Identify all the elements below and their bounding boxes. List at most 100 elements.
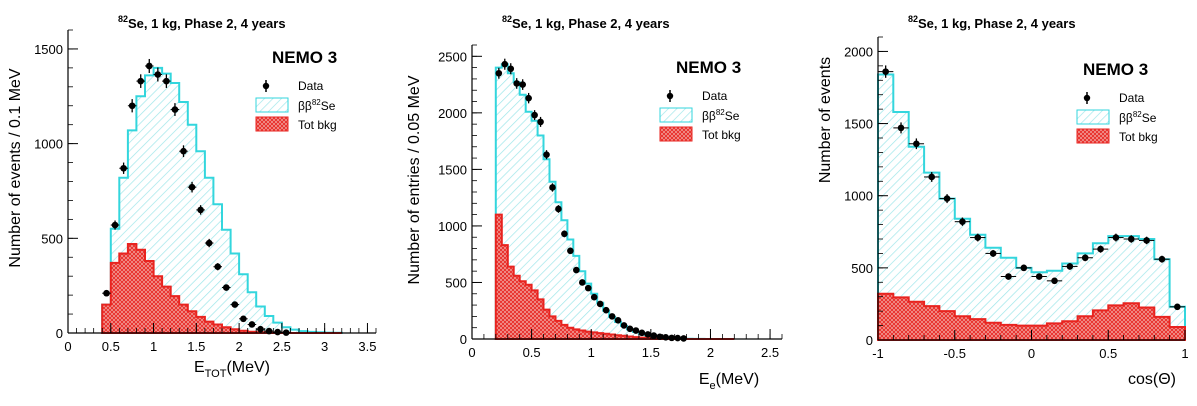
data-marker <box>507 65 515 73</box>
data-marker <box>128 102 136 110</box>
data-point <box>638 329 646 337</box>
data-point <box>230 301 240 308</box>
data-point <box>1031 273 1047 280</box>
y-tick-label: 2000 <box>844 44 873 59</box>
y-tick-label: 1000 <box>438 219 467 234</box>
data-marker <box>274 328 281 336</box>
x-tick-label: 3 <box>321 339 328 354</box>
data-point <box>561 230 568 238</box>
data-marker <box>561 230 568 238</box>
data-point <box>567 247 574 255</box>
data-point <box>1108 233 1124 242</box>
data-marker <box>197 206 204 214</box>
y-tick-label: 0 <box>460 332 467 347</box>
data-marker <box>1174 303 1181 311</box>
data-marker <box>171 106 179 113</box>
data-point <box>1046 277 1063 285</box>
data-marker <box>882 68 889 75</box>
data-point <box>1123 235 1139 243</box>
data-marker <box>1158 255 1166 263</box>
data-point <box>110 220 120 230</box>
y-tick-label: 2000 <box>438 106 467 121</box>
x-tick-label: 3.5 <box>358 339 376 354</box>
data-point <box>656 333 664 341</box>
data-point <box>674 334 681 342</box>
data-marker <box>614 317 622 324</box>
y-tick-label: 500 <box>851 261 873 276</box>
data-point <box>1154 255 1170 263</box>
data-marker <box>662 334 670 341</box>
chart-title: 82Se, 1 kg, Phase 2, 4 years <box>118 14 286 31</box>
legend: Data ββ82Se Tot bkg <box>1076 91 1158 144</box>
data-marker <box>1020 264 1028 272</box>
data-point <box>102 289 111 297</box>
data-point <box>1169 303 1185 311</box>
experiment-label: NEMO 3 <box>676 58 741 77</box>
data-point <box>256 325 265 333</box>
data-point <box>495 67 503 79</box>
x-tick-label: 0 <box>468 345 475 360</box>
legend-data-label: Data <box>298 79 324 93</box>
legend-bkg-label: Tot bkg <box>1119 130 1158 144</box>
data-marker <box>555 205 562 213</box>
data-point <box>668 334 676 342</box>
data-marker <box>578 279 586 286</box>
x-axis-label: Ee(MeV) <box>699 371 759 392</box>
data-point <box>1016 264 1032 272</box>
data-point <box>170 103 180 116</box>
data-point <box>954 217 971 226</box>
y-tick-label: 500 <box>41 231 63 246</box>
data-point <box>939 194 955 204</box>
data-point <box>196 205 205 215</box>
data-marker <box>590 293 598 301</box>
data-marker <box>543 151 550 158</box>
data-marker <box>549 184 556 191</box>
data-point <box>596 300 604 308</box>
data-point <box>602 306 610 314</box>
data-point <box>507 63 515 75</box>
data-marker <box>111 221 119 229</box>
data-marker <box>897 124 905 132</box>
legend-signal-label: ββ82Se <box>702 108 740 123</box>
data-marker <box>513 80 521 87</box>
x-tick-label: 1.5 <box>642 345 660 360</box>
data-point <box>153 67 163 82</box>
data-marker <box>1081 254 1089 262</box>
chart-energy-sum-svg: 82Se, 1 kg, Phase 2, 4 years 0 0.5 1 1.5 2 2.… <box>7 14 376 380</box>
x-tick-label: 1 <box>588 345 595 360</box>
data-point <box>145 58 154 73</box>
data-marker <box>1112 234 1120 241</box>
data-marker <box>638 329 646 337</box>
data-point <box>162 74 171 88</box>
chart-single-electron-energy: 82Se, 1 kg, Phase 2, 4 years 0 0.5 1 1.5 2 2.… <box>399 0 798 401</box>
data-point <box>531 110 538 121</box>
y-axis-label: Number of entries / 0.05 MeV <box>406 75 423 284</box>
legend-bkg-swatch <box>1076 128 1110 144</box>
data-point <box>578 279 586 286</box>
data-marker <box>163 77 170 85</box>
data-marker <box>1127 235 1135 243</box>
data-marker <box>1097 245 1104 253</box>
data-point <box>519 79 526 90</box>
data-marker <box>145 62 153 70</box>
data-point <box>127 99 137 113</box>
data-point <box>513 78 521 89</box>
x-tick-label: 0.5 <box>523 345 541 360</box>
y-tick-label: 1000 <box>844 189 873 204</box>
data-point <box>878 65 894 78</box>
data-marker <box>205 239 213 247</box>
data-point <box>893 122 909 134</box>
data-marker <box>943 195 951 202</box>
plot-area: 0 0.5 1 1.5 2 2.5 3 3.5 0 500 1000 1500 <box>34 29 376 354</box>
x-tick-label: -0.5 <box>944 346 966 361</box>
y-tick-label: 1500 <box>844 117 873 132</box>
data-marker <box>650 332 658 339</box>
data-marker <box>214 263 222 271</box>
data-marker <box>222 284 230 291</box>
legend-signal-label: ββ82Se <box>1119 110 1157 125</box>
data-marker <box>1005 273 1012 280</box>
data-marker <box>519 81 526 88</box>
data-marker <box>632 327 640 334</box>
data-marker <box>989 250 997 257</box>
data-marker <box>120 164 127 172</box>
